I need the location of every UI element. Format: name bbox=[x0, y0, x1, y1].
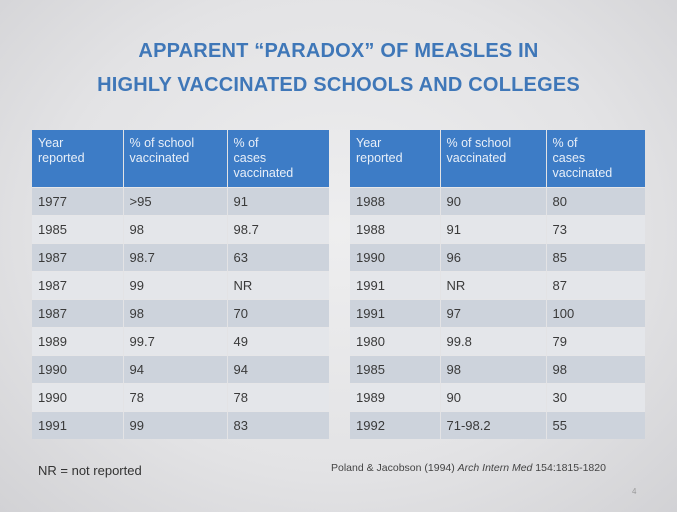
table-cell: 1980 bbox=[350, 326, 441, 355]
table-cell: 97 bbox=[440, 298, 547, 327]
table-row: 1990 94 94 bbox=[32, 354, 329, 383]
slide-title: APPARENT “PARADOX” OF MEASLES IN HIGHLY … bbox=[0, 34, 677, 102]
table-cell: 1987 bbox=[32, 298, 124, 327]
table-cell: 1990 bbox=[350, 242, 441, 271]
citation-authors: Poland & Jacobson (1994) bbox=[331, 462, 455, 474]
table-cell: 98.7 bbox=[123, 242, 228, 271]
table-row: 1991 NR 87 bbox=[350, 270, 645, 299]
table-row: 1980 99.8 79 bbox=[350, 326, 645, 355]
footnote: NR = not reported bbox=[38, 463, 142, 478]
table-row: 1987 98.7 63 bbox=[32, 242, 329, 271]
slide-title-line-2: HIGHLY VACCINATED SCHOOLS AND COLLEGES bbox=[97, 74, 580, 96]
table-cell: 49 bbox=[227, 326, 329, 355]
table-header-row: Year reported% of school vaccinated% of … bbox=[32, 130, 329, 187]
citation-journal: Arch Intern Med bbox=[457, 462, 533, 474]
table-cell: 1991 bbox=[350, 270, 441, 299]
table-cell: >95 bbox=[123, 186, 228, 215]
table-cell: 1989 bbox=[32, 326, 124, 355]
table-row: 1990 78 78 bbox=[32, 382, 329, 411]
table-cell: 79 bbox=[546, 326, 645, 355]
table-cell: 85 bbox=[546, 242, 645, 271]
table-cell: 98 bbox=[440, 354, 547, 383]
table-cell: 98 bbox=[123, 298, 228, 327]
table-row: 1977 >95 91 bbox=[32, 186, 329, 215]
table-cell: 80 bbox=[546, 186, 645, 215]
table-row: 1988 90 80 bbox=[350, 186, 645, 215]
column-header: % of school vaccinated bbox=[123, 130, 228, 187]
table-cell: 78 bbox=[123, 382, 228, 411]
citation: Poland & Jacobson (1994) Arch Intern Med… bbox=[331, 462, 606, 474]
slide-title-line-1: APPARENT “PARADOX” OF MEASLES IN bbox=[138, 40, 539, 62]
column-header: % of cases vaccinated bbox=[546, 130, 645, 187]
table-row: 1992 71-98.2 55 bbox=[350, 410, 645, 439]
table-cell: 55 bbox=[546, 410, 645, 439]
table-cell: 91 bbox=[440, 214, 547, 243]
table-cell: 1991 bbox=[32, 410, 124, 439]
table-cell: 96 bbox=[440, 242, 547, 271]
table-row: 1985 98 98.7 bbox=[32, 214, 329, 243]
table-cell: 99.8 bbox=[440, 326, 547, 355]
table-cell: NR bbox=[227, 270, 329, 299]
table-cell: 1992 bbox=[350, 410, 441, 439]
table-cell: 1977 bbox=[32, 186, 124, 215]
table-cell: 90 bbox=[440, 186, 547, 215]
table-cell: 99 bbox=[123, 410, 228, 439]
table-cell: 87 bbox=[546, 270, 645, 299]
table-cell: 99 bbox=[123, 270, 228, 299]
table-cell: NR bbox=[440, 270, 547, 299]
table-cell: 1988 bbox=[350, 186, 441, 215]
table-row: 1987 98 70 bbox=[32, 298, 329, 327]
table-row: 1987 99 NR bbox=[32, 270, 329, 299]
table-row: 1988 91 73 bbox=[350, 214, 645, 243]
table-cell: 63 bbox=[227, 242, 329, 271]
table-row: 1989 99.7 49 bbox=[32, 326, 329, 355]
table-cell: 70 bbox=[227, 298, 329, 327]
table-cell: 73 bbox=[546, 214, 645, 243]
table-cell: 1985 bbox=[350, 354, 441, 383]
table-cell: 100 bbox=[546, 298, 645, 327]
column-header: % of school vaccinated bbox=[440, 130, 547, 187]
table-cell: 98.7 bbox=[227, 214, 329, 243]
column-header: Year reported bbox=[350, 130, 441, 187]
table-row: 1985 98 98 bbox=[350, 354, 645, 383]
table-cell: 1985 bbox=[32, 214, 124, 243]
table-row: 1991 99 83 bbox=[32, 410, 329, 439]
table-cell: 1988 bbox=[350, 214, 441, 243]
column-header: Year reported bbox=[32, 130, 124, 187]
table-cell: 90 bbox=[440, 382, 547, 411]
table-cell: 1991 bbox=[350, 298, 441, 327]
table-header-row: Year reported% of school vaccinated% of … bbox=[350, 130, 645, 187]
data-table-right: Year reported% of school vaccinated% of … bbox=[350, 130, 645, 439]
table-cell: 1990 bbox=[32, 354, 124, 383]
column-header: % of cases vaccinated bbox=[227, 130, 329, 187]
table-row: 1990 96 85 bbox=[350, 242, 645, 271]
table-cell: 99.7 bbox=[123, 326, 228, 355]
table-cell: 98 bbox=[123, 214, 228, 243]
table-cell: 1987 bbox=[32, 270, 124, 299]
table-cell: 71-98.2 bbox=[440, 410, 547, 439]
table-row: 1991 97 100 bbox=[350, 298, 645, 327]
table-cell: 98 bbox=[546, 354, 645, 383]
data-table-left: Year reported% of school vaccinated% of … bbox=[32, 130, 329, 439]
page-number: 4 bbox=[632, 487, 637, 496]
table-cell: 78 bbox=[227, 382, 329, 411]
citation-ref: 154:1815-1820 bbox=[535, 462, 606, 474]
table-cell: 94 bbox=[227, 354, 329, 383]
table-cell: 91 bbox=[227, 186, 329, 215]
table-cell: 1990 bbox=[32, 382, 124, 411]
table-row: 1989 90 30 bbox=[350, 382, 645, 411]
table-cell: 1987 bbox=[32, 242, 124, 271]
table-cell: 83 bbox=[227, 410, 329, 439]
table-cell: 30 bbox=[546, 382, 645, 411]
table-cell: 1989 bbox=[350, 382, 441, 411]
table-cell: 94 bbox=[123, 354, 228, 383]
